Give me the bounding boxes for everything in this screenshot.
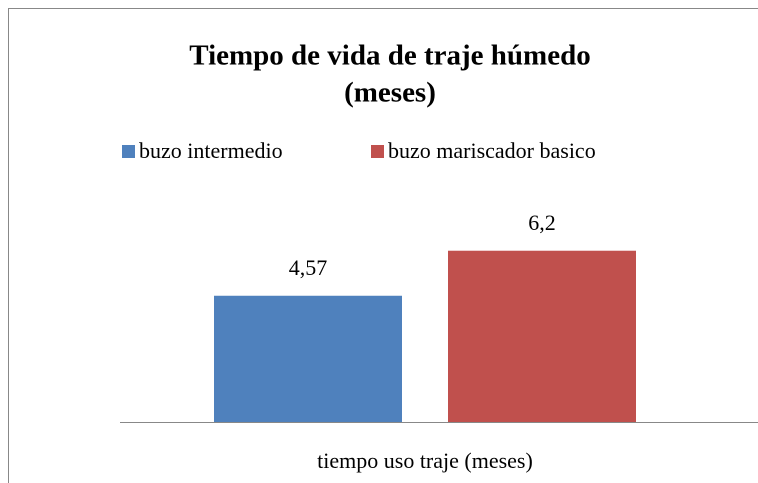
chart-title: (meses) [344,77,436,109]
legend-swatch [371,145,384,158]
bar [448,250,636,422]
data-label: 4,57 [289,255,328,280]
legend-swatch [122,145,135,158]
x-tick-label: tiempo uso traje (meses) [317,448,533,473]
chart-title: Tiempo de vida de traje húmedo [189,40,590,72]
bar [214,295,402,422]
legend-label: buzo intermedio [139,138,283,163]
legend-label: buzo mariscador basico [388,138,596,163]
data-label: 6,2 [528,210,556,235]
